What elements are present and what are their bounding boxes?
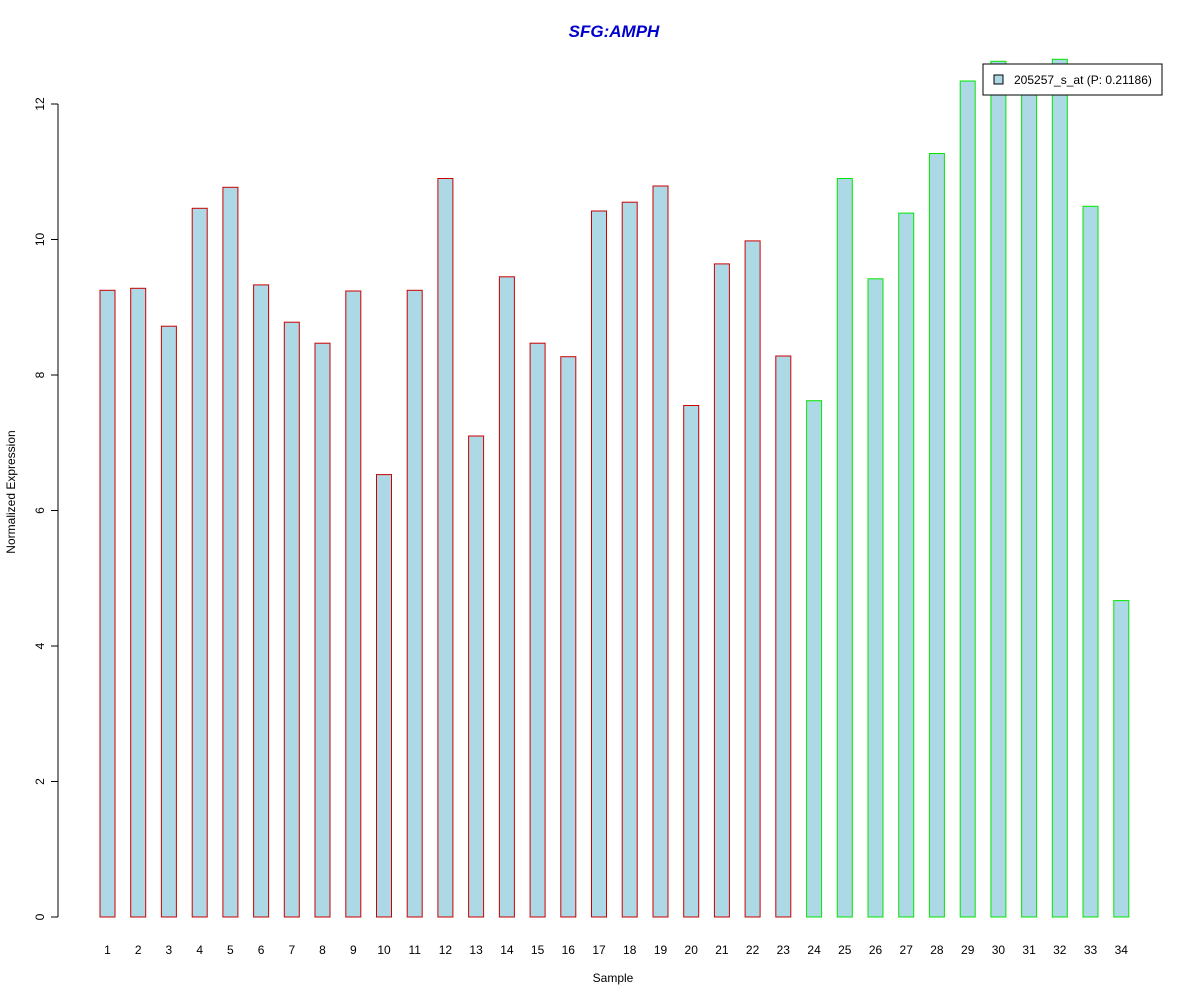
bar-sample-32 (1051, 58, 1068, 918)
y-tick-label: 6 (33, 507, 47, 514)
bar-sample-24 (806, 400, 823, 918)
bar-sample-21 (713, 263, 730, 918)
legend-box (982, 63, 1163, 96)
x-tick-label: 20 (685, 943, 699, 957)
x-tick-label: 14 (500, 943, 514, 957)
x-tick-label: 29 (961, 943, 975, 957)
bar-sample-10 (376, 474, 392, 918)
x-tick-label: 21 (715, 943, 729, 957)
y-tick-label: 2 (33, 778, 47, 785)
bar-sample-11 (406, 289, 423, 918)
x-tick-label: 26 (869, 943, 883, 957)
x-tick-label: 28 (930, 943, 944, 957)
bar-sample-8 (314, 342, 331, 918)
x-tick-label: 18 (623, 943, 637, 957)
bar-sample-15 (529, 342, 546, 918)
y-axis: 0 2 4 6 8 10 12 (33, 97, 59, 920)
x-tick-label: 22 (746, 943, 760, 957)
bar-sample-30 (990, 60, 1007, 918)
bar-sample-34 (1113, 600, 1130, 918)
x-tick-label: 4 (196, 943, 203, 957)
legend-swatch (993, 74, 1004, 85)
x-tick-label: 32 (1053, 943, 1067, 957)
bar-sample-4 (191, 207, 208, 918)
bar-sample-12 (437, 178, 454, 918)
bar-sample-14 (498, 276, 515, 918)
bar-sample-31 (1021, 90, 1038, 918)
x-tick-label: 30 (992, 943, 1006, 957)
bar-sample-25 (836, 178, 853, 918)
x-tick-label: 33 (1084, 943, 1098, 957)
x-tick-label: 8 (319, 943, 326, 957)
legend: 205257_s_at (P: 0.21186) (982, 63, 1163, 96)
x-tick-label: 12 (439, 943, 453, 957)
bar-sample-18 (621, 201, 638, 918)
y-axis-title: Normalized Expression (4, 430, 18, 553)
x-tick-label: 23 (777, 943, 791, 957)
bars (99, 58, 1130, 918)
bar-sample-29 (959, 80, 976, 918)
x-tick-label: 25 (838, 943, 852, 957)
bar-sample-22 (744, 240, 761, 918)
x-tick-label: 5 (227, 943, 234, 957)
bar-sample-6 (253, 284, 270, 918)
x-tick-label: 31 (1022, 943, 1036, 957)
bar-sample-26 (867, 278, 884, 918)
x-tick-label: 10 (377, 943, 391, 957)
x-tick-label: 7 (288, 943, 295, 957)
x-tick-label: 2 (135, 943, 142, 957)
bar-sample-16 (560, 356, 577, 918)
x-tick-labels: 1 2 3 4 5 6 7 8 9 10 11 12 13 14 15 16 17 18 19 20 21 22 23 24 2… (104, 943, 1128, 957)
bar-sample-27 (898, 212, 915, 918)
y-tick-label: 12 (33, 97, 47, 111)
x-tick-label: 9 (350, 943, 357, 957)
x-tick-label: 1 (104, 943, 111, 957)
bar-sample-23 (775, 355, 792, 918)
bar-sample-33 (1082, 205, 1099, 918)
x-axis-title: Sample (593, 971, 634, 985)
x-tick-label: 34 (1115, 943, 1129, 957)
bar-sample-2 (130, 287, 147, 918)
bar-sample-17 (591, 210, 607, 918)
y-tick-label: 4 (33, 642, 47, 649)
bar-sample-5 (222, 186, 239, 918)
bar-sample-20 (683, 405, 700, 918)
bar-sample-7 (283, 321, 300, 918)
x-tick-label: 13 (469, 943, 483, 957)
y-tick-label: 0 (33, 913, 47, 920)
x-tick-label: 11 (408, 943, 421, 957)
x-tick-label: 3 (166, 943, 173, 957)
x-tick-label: 19 (654, 943, 668, 957)
bar-sample-19 (652, 185, 669, 918)
bar-sample-28 (928, 153, 945, 918)
bar-sample-13 (468, 435, 485, 918)
x-tick-label: 24 (807, 943, 821, 957)
x-tick-label: 17 (592, 943, 606, 957)
bar-sample-3 (160, 325, 177, 918)
y-tick-label: 8 (33, 371, 47, 378)
legend-label: 205257_s_at (P: 0.21186) (1014, 73, 1152, 87)
x-tick-label: 16 (562, 943, 576, 957)
bar-sample-9 (345, 290, 362, 918)
bar-sample-1 (99, 289, 116, 918)
chart-title: SFG:AMPH (569, 22, 660, 41)
x-tick-label: 15 (531, 943, 545, 957)
y-tick-label: 10 (33, 233, 47, 247)
x-tick-label: 27 (900, 943, 914, 957)
x-tick-label: 6 (258, 943, 265, 957)
